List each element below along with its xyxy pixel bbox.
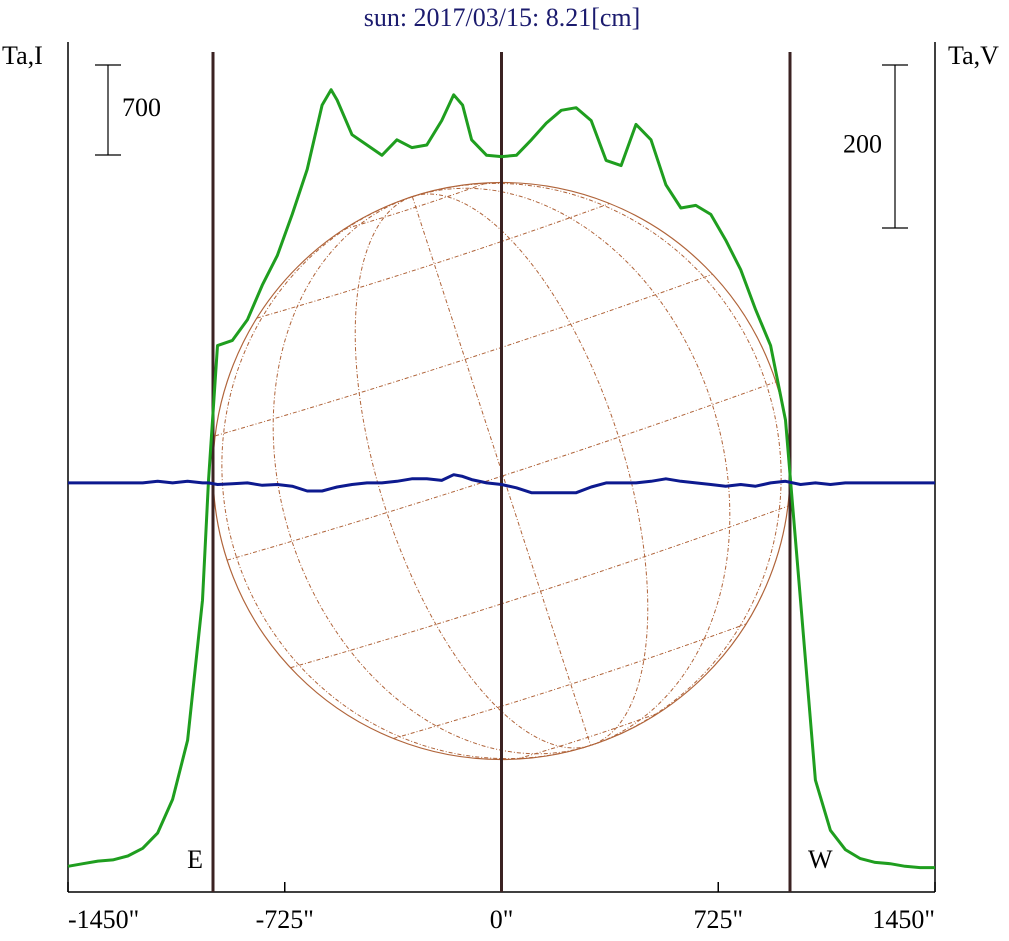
x-tick-label: 0" [490, 905, 514, 934]
limb-label-east: E [187, 845, 203, 874]
x-tick-label: -725" [256, 905, 314, 934]
parallel [256, 203, 610, 319]
y2-axis-label: Ta,V [948, 41, 999, 70]
parallel [226, 381, 777, 561]
parallel [215, 273, 713, 437]
meridian [354, 196, 591, 749]
meridian [221, 196, 591, 760]
heliographic-grid [215, 182, 789, 760]
parallel [344, 182, 487, 230]
limb-label-west: W [808, 845, 833, 874]
series-line [67, 88, 935, 870]
parallel [516, 712, 659, 760]
parallel [393, 623, 747, 739]
meridian [412, 193, 649, 746]
y-axis-label: Ta,I [2, 41, 43, 70]
x-tick-label: -1450" [68, 905, 139, 934]
parallel [290, 505, 789, 669]
meridian [412, 182, 782, 746]
series-line [68, 473, 935, 495]
chart-title: sun: 2017/03/15: 8.21[cm] [364, 3, 641, 32]
meridian [412, 187, 731, 746]
x-tick-label: 1450" [872, 905, 935, 934]
x-tick-label: 725" [693, 905, 743, 934]
scale-bar-label: 200 [843, 129, 882, 158]
scale-bar-label: 700 [122, 93, 161, 122]
meridian [272, 196, 591, 755]
